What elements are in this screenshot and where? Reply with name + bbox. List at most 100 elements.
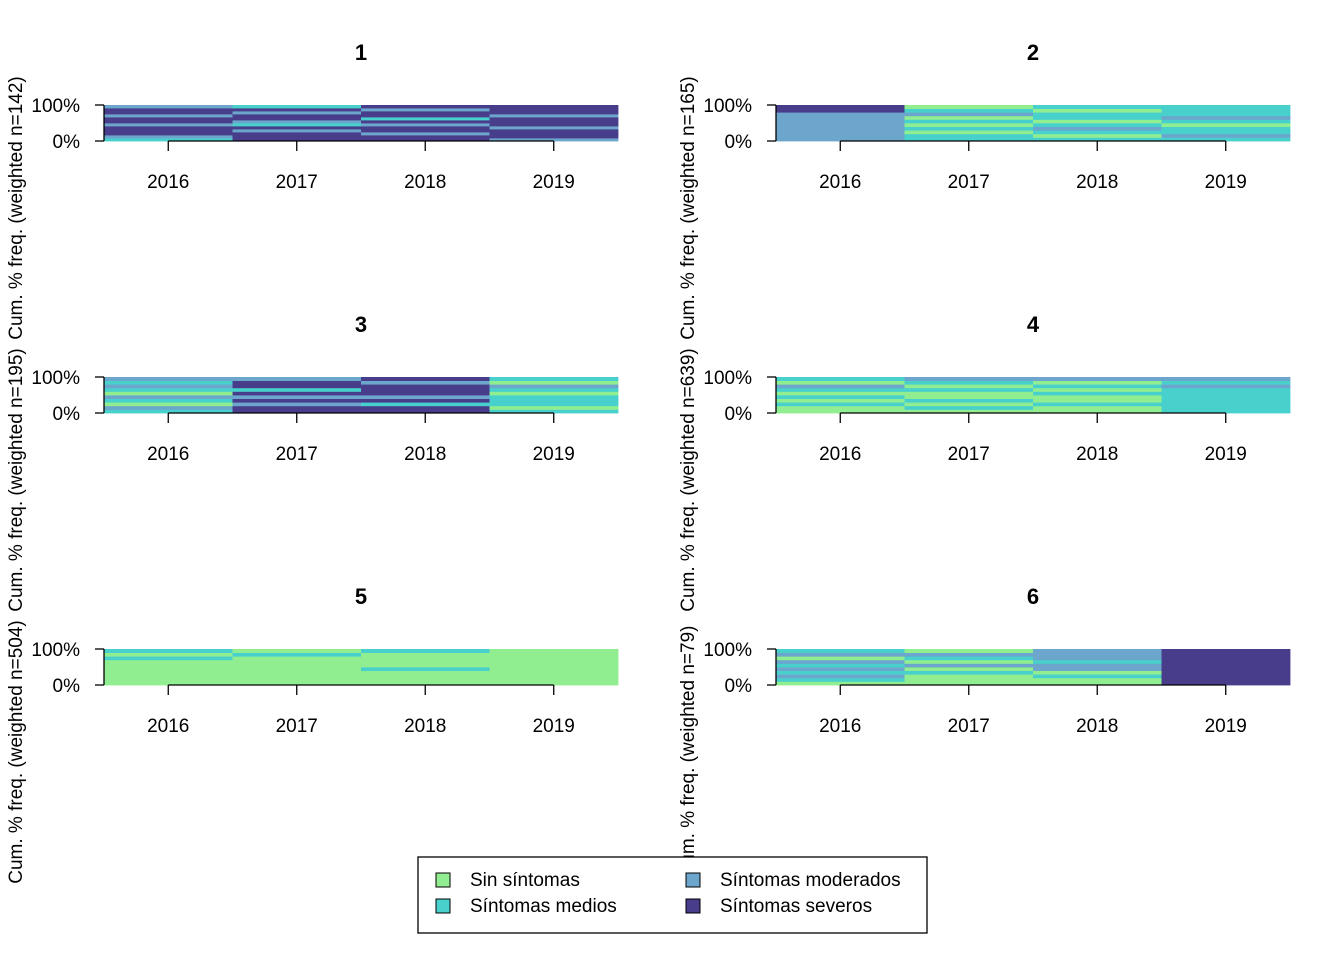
sequence-cell [776, 115, 905, 120]
sequence-cell [1033, 670, 1162, 675]
sequence-cell [1161, 387, 1291, 392]
y-tick-label: 0% [53, 404, 81, 425]
sequence-cell [1161, 681, 1291, 686]
sequence-cell [904, 667, 1034, 671]
sequence-cell [232, 120, 362, 124]
sequence-cell [232, 105, 362, 109]
y-tick-label: 0% [53, 676, 81, 697]
sequence-cell [1161, 123, 1291, 127]
sequence-cell [1161, 402, 1291, 407]
sequence-cell [1033, 387, 1162, 392]
sequence-cell [904, 119, 1034, 124]
sequence-cell [776, 652, 905, 657]
sequence-cell [361, 117, 490, 121]
x-tick-label: 2018 [1076, 444, 1118, 465]
sequence-cell [776, 677, 905, 682]
y-axis-label: Cum. % freq. (weighted n=195) [6, 348, 27, 612]
sequence-cell [776, 377, 905, 381]
sequence-cell [904, 663, 1034, 668]
sequence-cell [904, 380, 1034, 385]
sequence-cell [1161, 659, 1291, 664]
sequence-cell [232, 123, 362, 127]
legend-swatch [685, 872, 701, 888]
sequence-cell [104, 387, 233, 392]
sequence-cell [1161, 674, 1291, 679]
sequence-cell [1161, 395, 1291, 399]
sequence-cell [904, 659, 1034, 664]
sequence-cell [776, 112, 905, 117]
sequence-cell [1161, 677, 1291, 682]
panel-title: 3 [355, 312, 367, 337]
sequence-cell [1161, 133, 1291, 138]
x-tick-label: 2019 [1205, 716, 1247, 737]
sequence-cell [489, 380, 619, 385]
x-tick-label: 2016 [147, 444, 189, 465]
x-tick-label: 2018 [1076, 716, 1118, 737]
sequence-cell [489, 663, 619, 668]
sequence-cell [361, 659, 490, 664]
sequence-cell [104, 132, 233, 136]
sequence-cell [489, 132, 619, 136]
sequence-cell [1161, 130, 1291, 135]
sequence-cell [1033, 130, 1162, 135]
x-tick-label: 2019 [533, 172, 575, 193]
sequence-cell [361, 380, 490, 385]
sequence-cell [489, 649, 619, 653]
sequence-cell [104, 677, 233, 682]
sequence-cell [232, 126, 362, 130]
sequence-cell [232, 111, 362, 115]
sequence-cell [904, 649, 1034, 653]
sequence-cell [361, 670, 490, 675]
sequence-cell [361, 132, 490, 136]
sequence-cell [104, 395, 233, 399]
sequence-cell [104, 674, 233, 679]
sequence-cell [904, 409, 1034, 414]
sequence-cell [232, 656, 362, 661]
sequence-cell [1033, 677, 1162, 682]
legend-swatch [435, 898, 451, 914]
y-tick-label: 100% [703, 96, 752, 117]
sequence-cell [232, 670, 362, 675]
sequence-cell [1033, 377, 1162, 381]
sequence-cell [1161, 652, 1291, 657]
legend-box [417, 856, 928, 934]
sequence-cell [776, 656, 905, 661]
x-tick-label: 2016 [147, 172, 189, 193]
sequence-cell [776, 387, 905, 392]
sequence-cell [104, 108, 233, 112]
sequence-cell [904, 112, 1034, 117]
sequence-cell [904, 395, 1034, 399]
sequence-cell [489, 377, 619, 381]
panel-6: 6 Cum. % freq. (weighted n=79) 100% 0% 2016 2… [678, 584, 1291, 878]
sequence-cell [232, 659, 362, 664]
sequence-cell [1161, 398, 1291, 403]
sequence-cell [104, 656, 233, 661]
sequence-cell [904, 652, 1034, 657]
sequence-cell [361, 674, 490, 679]
sequence-cell [776, 133, 905, 138]
sequence-cell [489, 117, 619, 121]
sequence-cell [232, 681, 362, 686]
sequence-cell [1033, 115, 1162, 120]
sequence-cell [1033, 133, 1162, 138]
sequence-cell [776, 670, 905, 675]
sequence-cell [1033, 391, 1162, 396]
sequence-cell [232, 129, 362, 133]
sequence-cell [361, 108, 490, 112]
sequence-cell [776, 119, 905, 124]
y-axis-label: Cum. % freq. (weighted n=142) [6, 76, 27, 340]
sequence-cell [776, 395, 905, 399]
y-tick-label: 100% [703, 368, 752, 389]
x-tick-label: 2016 [819, 444, 861, 465]
sequence-cell [104, 681, 233, 686]
sequence-cell [1033, 105, 1162, 109]
sequence-cell [104, 405, 233, 410]
sequence-cell [776, 391, 905, 396]
sequence-cell [361, 114, 490, 118]
legend-swatch [685, 898, 701, 914]
sequence-cell [361, 667, 490, 671]
sequence-cell [232, 409, 362, 414]
sequence-cell [361, 405, 490, 410]
panel-title: 4 [1027, 312, 1040, 337]
